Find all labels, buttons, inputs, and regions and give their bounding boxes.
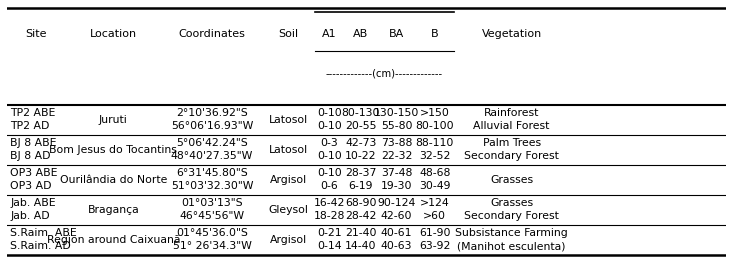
Text: 0-14: 0-14 xyxy=(317,242,342,251)
Text: 51°03'32.30"W: 51°03'32.30"W xyxy=(171,181,254,191)
Text: 20-55: 20-55 xyxy=(345,121,377,131)
Text: 6-19: 6-19 xyxy=(348,181,373,191)
Text: 32-52: 32-52 xyxy=(419,151,451,161)
Text: BA: BA xyxy=(389,29,405,40)
Text: 73-88: 73-88 xyxy=(381,138,413,148)
Text: 88-110: 88-110 xyxy=(416,138,454,148)
Text: 2°10'36.92"S: 2°10'36.92"S xyxy=(176,108,248,118)
Text: Soil: Soil xyxy=(279,29,298,40)
Text: 55-80: 55-80 xyxy=(381,121,413,131)
Text: 19-30: 19-30 xyxy=(381,181,413,191)
Text: Jab. AD: Jab. AD xyxy=(10,211,50,221)
Text: Grasses: Grasses xyxy=(490,175,533,185)
Text: 28-37: 28-37 xyxy=(345,168,377,178)
Text: Argisol: Argisol xyxy=(270,175,307,185)
Text: Jab. ABE: Jab. ABE xyxy=(10,198,56,208)
Text: S.Raim. ABE: S.Raim. ABE xyxy=(10,228,77,238)
Text: Site: Site xyxy=(26,29,47,40)
Text: Grasses: Grasses xyxy=(490,198,533,208)
Text: Subsistance Farming: Subsistance Farming xyxy=(455,228,568,238)
Text: 40-63: 40-63 xyxy=(381,242,413,251)
Text: Latosol: Latosol xyxy=(269,115,308,125)
Text: 51° 26'34.3"W: 51° 26'34.3"W xyxy=(172,242,251,251)
Text: 42-73: 42-73 xyxy=(345,138,377,148)
Text: TP2 AD: TP2 AD xyxy=(10,121,50,131)
Text: 0-6: 0-6 xyxy=(320,181,338,191)
Text: Alluvial Forest: Alluvial Forest xyxy=(474,121,550,131)
Text: Latosol: Latosol xyxy=(269,145,308,155)
Text: 0-10: 0-10 xyxy=(317,121,342,131)
Text: 0-21: 0-21 xyxy=(317,228,342,238)
Text: 0-10: 0-10 xyxy=(317,108,342,118)
Text: 01°03'13"S: 01°03'13"S xyxy=(181,198,243,208)
Text: 6°31'45.80"S: 6°31'45.80"S xyxy=(176,168,248,178)
Text: >124: >124 xyxy=(420,198,449,208)
Text: 0-10: 0-10 xyxy=(317,168,342,178)
Text: Secondary Forest: Secondary Forest xyxy=(464,151,559,161)
Text: 5°06'42.24"S: 5°06'42.24"S xyxy=(176,138,248,148)
Text: 0-10: 0-10 xyxy=(317,151,342,161)
Text: 48°40'27.35"W: 48°40'27.35"W xyxy=(171,151,253,161)
Text: 40-61: 40-61 xyxy=(381,228,413,238)
Text: AB: AB xyxy=(353,29,369,40)
Text: -------------(cm)-------------: -------------(cm)------------- xyxy=(326,69,443,79)
Text: 18-28: 18-28 xyxy=(314,211,345,221)
Text: 46°45'56"W: 46°45'56"W xyxy=(180,211,245,221)
Text: 56°06'16.93"W: 56°06'16.93"W xyxy=(171,121,253,131)
Text: >150: >150 xyxy=(420,108,449,118)
Text: Juruti: Juruti xyxy=(99,115,128,125)
Text: 68-90: 68-90 xyxy=(345,198,377,208)
Text: 37-48: 37-48 xyxy=(381,168,413,178)
Text: BJ 8 AD: BJ 8 AD xyxy=(10,151,51,161)
Text: Rainforest: Rainforest xyxy=(484,108,539,118)
Text: 21-40: 21-40 xyxy=(345,228,377,238)
Text: TP2 ABE: TP2 ABE xyxy=(10,108,56,118)
Text: >60: >60 xyxy=(423,211,446,221)
Text: 28-42: 28-42 xyxy=(345,211,377,221)
Text: S.Raim. AD: S.Raim. AD xyxy=(10,242,71,251)
Text: 48-68: 48-68 xyxy=(419,168,451,178)
Text: Location: Location xyxy=(89,29,137,40)
Text: Vegetation: Vegetation xyxy=(482,29,542,40)
Text: BJ 8 ABE: BJ 8 ABE xyxy=(10,138,56,148)
Text: 16-42: 16-42 xyxy=(314,198,345,208)
Text: 14-40: 14-40 xyxy=(345,242,377,251)
Text: Secondary Forest: Secondary Forest xyxy=(464,211,559,221)
Text: 0-3: 0-3 xyxy=(320,138,338,148)
Text: 01°45'36.0"S: 01°45'36.0"S xyxy=(176,228,248,238)
Text: 61-90: 61-90 xyxy=(419,228,451,238)
Text: Gleysol: Gleysol xyxy=(268,205,309,215)
Text: Bom Jesus do Tocantins: Bom Jesus do Tocantins xyxy=(49,145,177,155)
Text: 22-32: 22-32 xyxy=(381,151,413,161)
Text: 130-150: 130-150 xyxy=(374,108,419,118)
Text: 80-130: 80-130 xyxy=(342,108,380,118)
Text: Palm Trees: Palm Trees xyxy=(482,138,541,148)
Text: B: B xyxy=(431,29,438,40)
Text: (Manihot esculenta): (Manihot esculenta) xyxy=(457,242,566,251)
Text: 10-22: 10-22 xyxy=(345,151,377,161)
Text: 90-124: 90-124 xyxy=(377,198,416,208)
Text: 30-49: 30-49 xyxy=(419,181,451,191)
Text: A1: A1 xyxy=(322,29,336,40)
Text: OP3 ABE: OP3 ABE xyxy=(10,168,58,178)
Text: Coordinates: Coordinates xyxy=(179,29,246,40)
Text: Bragança: Bragança xyxy=(87,205,139,215)
Text: 63-92: 63-92 xyxy=(419,242,451,251)
Text: 42-60: 42-60 xyxy=(381,211,413,221)
Text: Region around Caixuanã: Region around Caixuanã xyxy=(46,235,180,245)
Text: Ourilândia do Norte: Ourilândia do Norte xyxy=(59,175,167,185)
Text: OP3 AD: OP3 AD xyxy=(10,181,52,191)
Text: 80-100: 80-100 xyxy=(416,121,454,131)
Text: Argisol: Argisol xyxy=(270,235,307,245)
